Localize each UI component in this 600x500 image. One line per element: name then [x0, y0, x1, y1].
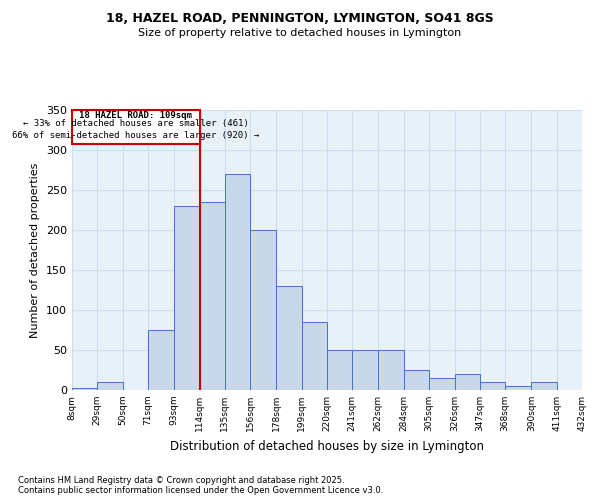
- Bar: [404, 370, 429, 390]
- Text: Contains HM Land Registry data © Crown copyright and database right 2025.: Contains HM Land Registry data © Crown c…: [18, 476, 344, 485]
- Bar: [352, 350, 377, 390]
- Text: Contains public sector information licensed under the Open Government Licence v3: Contains public sector information licen…: [18, 486, 383, 495]
- Bar: [174, 206, 199, 390]
- Bar: [455, 374, 480, 390]
- Bar: [250, 230, 277, 390]
- Bar: [97, 382, 122, 390]
- Text: 18 HAZEL ROAD: 109sqm: 18 HAZEL ROAD: 109sqm: [79, 111, 192, 120]
- Bar: [327, 350, 352, 390]
- Y-axis label: Number of detached properties: Number of detached properties: [31, 162, 40, 338]
- Bar: [72, 388, 97, 390]
- Text: Size of property relative to detached houses in Lymington: Size of property relative to detached ho…: [139, 28, 461, 38]
- Bar: [199, 202, 225, 390]
- Text: 66% of semi-detached houses are larger (920) →: 66% of semi-detached houses are larger (…: [12, 131, 259, 140]
- Bar: [532, 382, 557, 390]
- Bar: [582, 386, 600, 390]
- Bar: [277, 286, 302, 390]
- X-axis label: Distribution of detached houses by size in Lymington: Distribution of detached houses by size …: [170, 440, 484, 452]
- Bar: [377, 350, 404, 390]
- Bar: [429, 378, 455, 390]
- Bar: [302, 322, 327, 390]
- Bar: [225, 174, 250, 390]
- Bar: [505, 386, 532, 390]
- Bar: [480, 382, 505, 390]
- Bar: [148, 330, 174, 390]
- FancyBboxPatch shape: [72, 110, 199, 144]
- Text: 18, HAZEL ROAD, PENNINGTON, LYMINGTON, SO41 8GS: 18, HAZEL ROAD, PENNINGTON, LYMINGTON, S…: [106, 12, 494, 26]
- Text: ← 33% of detached houses are smaller (461): ← 33% of detached houses are smaller (46…: [23, 119, 248, 128]
